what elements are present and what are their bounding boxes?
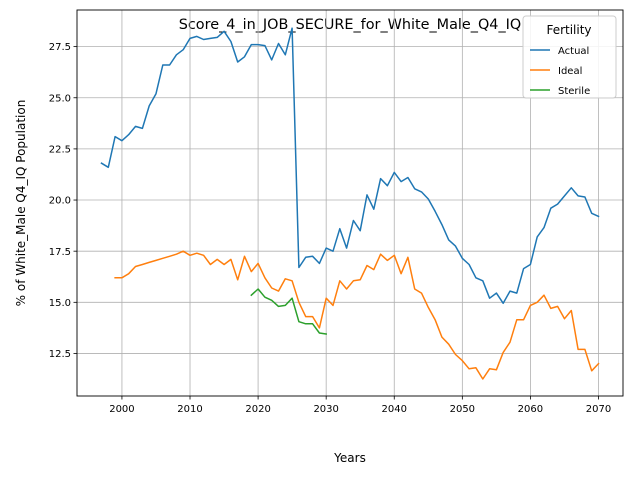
legend-title: Fertility: [546, 23, 591, 37]
y-tick-label: 22.5: [49, 144, 71, 155]
y-axis-ticks: 12.5 15.0 17.5 20.0 22.5 25.0 27.5: [49, 42, 77, 360]
legend-label-actual: Actual: [558, 46, 589, 57]
y-tick-label: 12.5: [49, 349, 71, 360]
y-tick-label: 15.0: [49, 298, 71, 309]
y-tick-label: 27.5: [49, 42, 71, 53]
series-line-ideal: [114, 250, 600, 380]
y-tick-label: 20.0: [49, 196, 71, 207]
plot-frame: [76, 9, 624, 397]
series-layer: [100, 27, 600, 380]
legend-box: [522, 15, 617, 99]
x-tick-label: 2000: [109, 404, 134, 415]
x-tick-label: 2070: [586, 404, 611, 415]
x-axis-ticks: 2000 2010 2020 2030 2040 2050 2060 2070: [109, 396, 611, 415]
x-tick-label: 2060: [518, 404, 543, 415]
legend-label-ideal: Ideal: [558, 66, 582, 77]
x-axis-label: Years: [333, 451, 366, 465]
series-line-actual: [100, 27, 600, 305]
y-tick-label: 25.0: [49, 93, 71, 104]
legend: Fertility Actual Ideal Sterile: [522, 15, 617, 99]
y-tick-label: 17.5: [49, 247, 71, 258]
x-tick-label: 2030: [313, 404, 338, 415]
legend-label-sterile: Sterile: [558, 86, 590, 97]
x-tick-label: 2020: [245, 404, 270, 415]
x-tick-label: 2050: [450, 404, 475, 415]
series-line-sterile: [250, 288, 328, 335]
x-tick-label: 2010: [177, 404, 202, 415]
y-axis-label: % of White_Male Q4_IQ Population: [14, 100, 28, 307]
x-tick-label: 2040: [382, 404, 407, 415]
chart-title: Score_4_in_JOB_SECURE_for_White_Male_Q4_…: [179, 17, 521, 33]
